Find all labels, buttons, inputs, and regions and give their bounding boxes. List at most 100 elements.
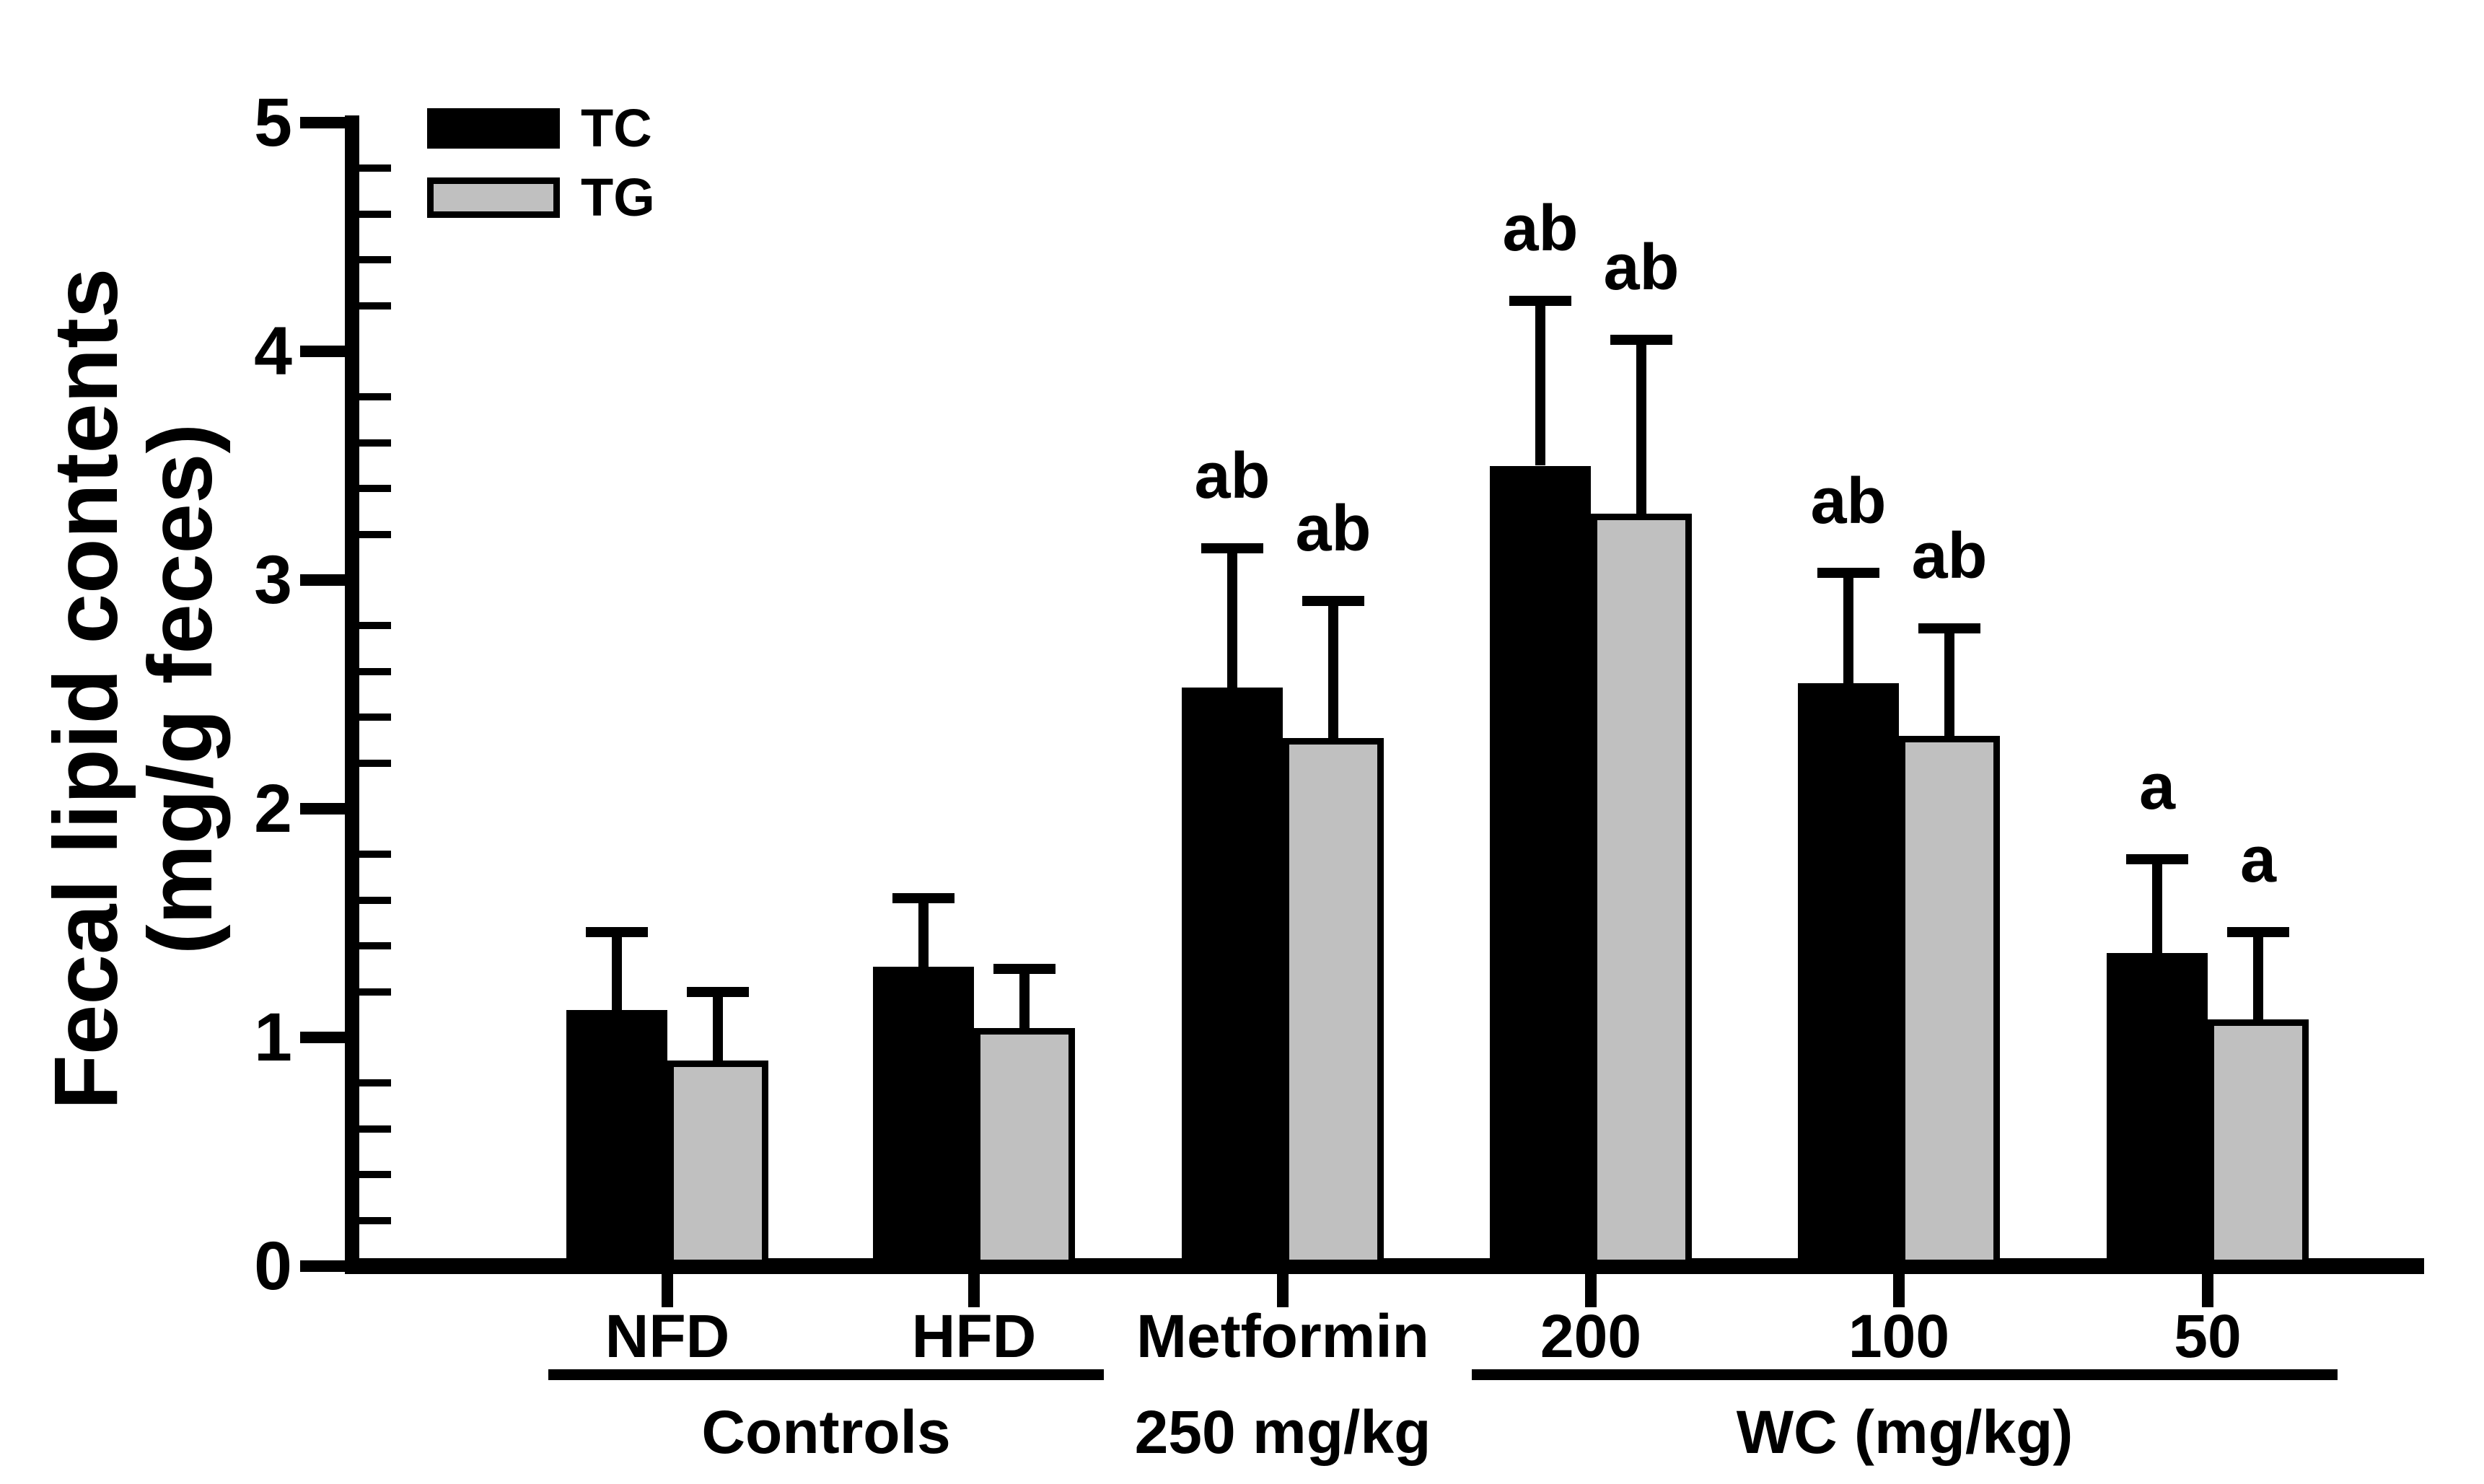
bar-tg-50	[2208, 1019, 2309, 1266]
bar-tc-Metformin	[1182, 687, 1283, 1266]
y-axis-minor-tick	[359, 393, 391, 401]
bar-tg-200	[1591, 514, 1692, 1266]
bar-tg-HFD	[974, 1028, 1075, 1266]
y-axis-major-tick	[300, 1260, 345, 1272]
x-axis-tick	[968, 1274, 980, 1307]
y-axis-major-tick	[300, 574, 345, 586]
legend-label-tc: TC	[581, 98, 652, 158]
y-axis-minor-tick	[359, 1171, 391, 1179]
bar-tc-NFD	[566, 1009, 667, 1266]
y-axis-minor-tick	[359, 1216, 391, 1224]
x-category-label-200: 200	[1540, 1302, 1642, 1370]
x-category-label-metformin: Metformin	[1136, 1302, 1429, 1370]
bar-tg-NFD	[667, 1060, 768, 1266]
legend-swatch-tg	[427, 177, 560, 218]
error-bar-cap	[1817, 568, 1879, 579]
significance-label: ab	[1810, 465, 1887, 537]
y-axis-tick-label: 3	[254, 542, 292, 618]
y-axis-minor-tick	[359, 302, 391, 309]
error-bar-stem	[1535, 301, 1545, 466]
y-axis-minor-tick	[359, 622, 391, 630]
error-bar-cap	[2126, 853, 2188, 864]
bar-tg-100	[1899, 735, 2000, 1266]
group-span-line	[548, 1369, 1104, 1380]
y-axis-major-tick	[300, 803, 345, 815]
y-axis-minor-tick	[359, 942, 391, 950]
error-bar-stem	[1328, 600, 1338, 738]
y-axis-tick-label: 4	[254, 313, 292, 390]
bar-tc-200	[1490, 465, 1591, 1266]
error-bar-stem	[1843, 573, 1853, 683]
x-axis-tick	[2202, 1274, 2213, 1307]
bar-tc-HFD	[873, 966, 974, 1266]
y-axis-minor-tick	[359, 714, 391, 721]
error-bar-stem	[1636, 340, 1646, 514]
y-axis-minor-tick	[359, 164, 391, 172]
y-axis-minor-tick	[359, 988, 391, 996]
legend-label-tg: TG	[581, 167, 655, 227]
legend-swatch-tc	[427, 108, 560, 149]
error-bar-cap	[1610, 335, 1672, 346]
y-axis-line	[345, 115, 359, 1274]
y-axis-tick-label: 5	[254, 84, 292, 161]
significance-label: ab	[1911, 519, 1988, 592]
error-bar-cap	[2227, 927, 2289, 938]
significance-label: a	[2138, 750, 2176, 823]
error-bar-cap	[586, 927, 648, 938]
significance-label: ab	[1502, 193, 1579, 265]
y-axis-minor-tick	[359, 759, 391, 767]
bar-tc-100	[1798, 682, 1899, 1266]
error-bar-cap	[993, 963, 1056, 974]
error-bar-stem	[1019, 968, 1030, 1029]
error-bar-stem	[713, 991, 723, 1061]
y-axis-minor-tick	[359, 896, 391, 904]
error-bar-cap	[1302, 595, 1364, 606]
group-span-label: WC (mg/kg)	[1736, 1398, 2073, 1466]
significance-label: ab	[1295, 492, 1372, 565]
error-bar-stem	[1227, 548, 1237, 688]
group-span-line	[1472, 1369, 2338, 1380]
y-axis-minor-tick	[359, 1079, 391, 1087]
y-axis-minor-tick	[359, 851, 391, 859]
x-axis-tick	[662, 1274, 673, 1307]
y-axis-minor-tick	[359, 530, 391, 538]
y-axis-tick-label: 0	[254, 1228, 292, 1304]
y-axis-major-tick	[300, 117, 345, 128]
error-bar-cap	[1509, 296, 1571, 307]
y-axis-minor-tick	[359, 210, 391, 218]
y-axis-major-tick	[300, 1032, 345, 1043]
y-axis-minor-tick	[359, 485, 391, 493]
error-bar-cap	[687, 986, 749, 997]
x-axis-tick	[1585, 1274, 1597, 1307]
group-span-label: Controls	[701, 1398, 951, 1466]
error-bar-stem	[612, 932, 622, 1010]
x-category-label-nfd: NFD	[605, 1302, 730, 1370]
y-axis-tick-label: 1	[254, 999, 292, 1076]
x-axis-tick	[1277, 1274, 1289, 1307]
y-axis-minor-tick	[359, 256, 391, 264]
y-axis-major-tick	[300, 346, 345, 357]
y-axis-minor-tick	[359, 1125, 391, 1133]
error-bar-cap	[1918, 623, 1980, 633]
error-bar-stem	[2152, 859, 2162, 953]
x-category-label-hfd: HFD	[911, 1302, 1037, 1370]
y-axis-minor-tick	[359, 439, 391, 447]
x-category-sublabel: 250 mg/kg	[1134, 1398, 1431, 1466]
error-bar-cap	[892, 892, 954, 903]
y-axis-minor-tick	[359, 667, 391, 675]
x-category-label-100: 100	[1848, 1302, 1950, 1370]
x-category-label-50: 50	[2174, 1302, 2242, 1370]
x-axis-tick	[1893, 1274, 1905, 1307]
significance-label: ab	[1603, 232, 1680, 304]
significance-label: ab	[1194, 439, 1270, 512]
error-bar-stem	[1944, 628, 1954, 736]
bar-tc-50	[2107, 952, 2208, 1266]
y-axis-tick-label: 2	[254, 770, 292, 847]
bar-tg-Metformin	[1283, 737, 1384, 1266]
error-bar-stem	[918, 897, 929, 967]
error-bar-cap	[1201, 543, 1263, 553]
